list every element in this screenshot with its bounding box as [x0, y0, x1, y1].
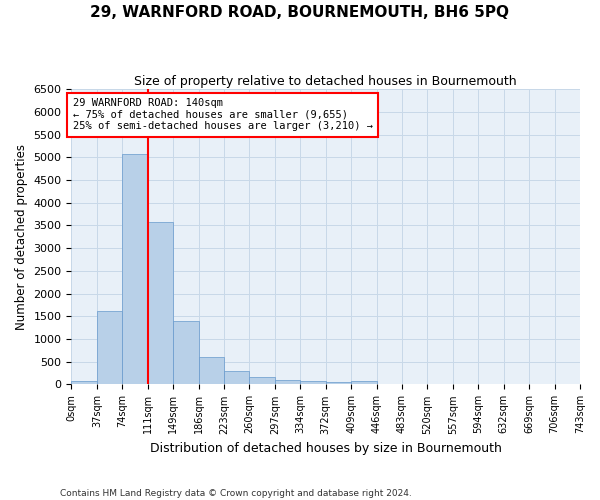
Bar: [173, 321, 199, 384]
Y-axis label: Number of detached properties: Number of detached properties: [15, 144, 28, 330]
Bar: [275, 380, 300, 384]
Bar: [326, 382, 351, 384]
Bar: [351, 382, 377, 384]
Bar: [97, 311, 122, 384]
Bar: [199, 357, 224, 384]
Text: 29 WARNFORD ROAD: 140sqm
← 75% of detached houses are smaller (9,655)
25% of sem: 29 WARNFORD ROAD: 140sqm ← 75% of detach…: [73, 98, 373, 132]
Bar: [250, 378, 275, 384]
Bar: [224, 371, 250, 384]
Bar: [122, 154, 148, 384]
Text: 29, WARNFORD ROAD, BOURNEMOUTH, BH6 5PQ: 29, WARNFORD ROAD, BOURNEMOUTH, BH6 5PQ: [91, 5, 509, 20]
Bar: [148, 222, 173, 384]
Title: Size of property relative to detached houses in Bournemouth: Size of property relative to detached ho…: [134, 75, 517, 88]
Bar: [71, 381, 97, 384]
Text: Contains HM Land Registry data © Crown copyright and database right 2024.: Contains HM Land Registry data © Crown c…: [60, 488, 412, 498]
Bar: [300, 382, 326, 384]
X-axis label: Distribution of detached houses by size in Bournemouth: Distribution of detached houses by size …: [150, 442, 502, 455]
